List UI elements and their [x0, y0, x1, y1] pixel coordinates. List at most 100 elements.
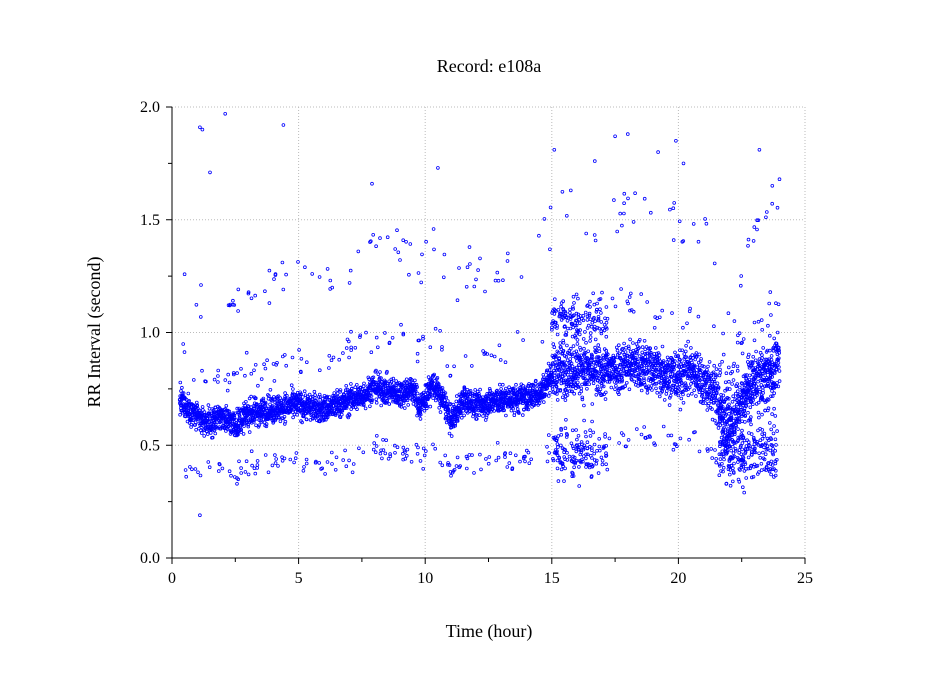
rr-point: [443, 391, 448, 395]
rr-point: [205, 432, 210, 436]
rr-point: [358, 385, 363, 390]
rr-point: [447, 431, 452, 436]
rr-point: [291, 415, 295, 420]
rr-point: [275, 399, 280, 404]
rr-point: [263, 410, 267, 415]
rr-point: [344, 383, 349, 388]
rr-point: [481, 414, 485, 418]
rr-point: [399, 404, 404, 409]
rr-point: [476, 406, 481, 411]
rr-point: [413, 387, 418, 392]
rr-point: [268, 387, 273, 392]
rr-point: [301, 414, 306, 419]
rr-point: [370, 398, 375, 402]
rr-point: [432, 372, 437, 377]
rr-point: [311, 416, 316, 420]
rr-point: [468, 388, 473, 393]
rr-point: [409, 377, 414, 382]
rr-point: [335, 391, 340, 396]
rr-point: [254, 396, 258, 401]
rr-point: [322, 418, 327, 422]
rr-point: [246, 424, 251, 429]
rr-point: [343, 388, 348, 392]
rr-point: [419, 407, 424, 412]
rr-point: [366, 375, 371, 380]
rr-point: [368, 404, 372, 409]
grid-lines: [172, 106, 806, 558]
rr-point: [283, 391, 287, 395]
rr-point: [193, 420, 198, 425]
rr-point: [487, 386, 492, 391]
rr-point: [462, 399, 467, 404]
rr-point: [415, 385, 419, 389]
rr-point: [322, 415, 326, 420]
rr-point: [374, 368, 378, 373]
rr-point: [433, 398, 438, 403]
rr-point: [259, 398, 264, 403]
rr-point: [268, 402, 272, 407]
rr-point: [407, 396, 412, 400]
rr-point: [473, 413, 478, 417]
rr-point: [314, 398, 319, 403]
rr-point: [322, 406, 327, 411]
rr-point: [415, 391, 420, 396]
rr-point: [476, 408, 481, 413]
rr-point: [377, 376, 382, 380]
rr-point: [495, 388, 499, 393]
rr-point: [391, 376, 396, 381]
rr-point: [455, 419, 460, 423]
rr-point: [337, 405, 342, 410]
rr-point: [424, 406, 429, 411]
rr-point: [413, 389, 418, 394]
rr-point: [304, 417, 309, 422]
rr-point: [219, 419, 223, 423]
rr-point: [252, 420, 256, 424]
rr-point: [415, 413, 419, 418]
rr-point: [282, 414, 287, 419]
rr-point: [269, 396, 274, 401]
rr-point: [249, 394, 253, 399]
rr-point: [281, 403, 286, 407]
rr-point: [200, 415, 204, 420]
rr-point: [379, 403, 384, 408]
rr-point: [237, 414, 242, 418]
rr-point: [374, 397, 379, 402]
rr-point: [270, 404, 275, 408]
rr-point: [195, 403, 200, 408]
rr-point: [210, 435, 215, 440]
rr-point: [444, 402, 449, 407]
rr-point: [448, 401, 453, 406]
rr-point: [247, 430, 252, 434]
rr-point: [199, 431, 204, 435]
rr-point: [473, 388, 478, 392]
rr-point: [488, 388, 493, 393]
rr-point: [263, 400, 268, 405]
rr-point: [430, 382, 435, 387]
rr-point: [237, 412, 242, 417]
rr-point: [325, 414, 330, 419]
rr-point: [312, 389, 317, 394]
rr-point: [453, 421, 458, 426]
rr-point: [180, 385, 184, 390]
rr-point: [462, 386, 467, 391]
rr-point: [338, 388, 343, 392]
rr-point: [261, 398, 265, 402]
rr-point: [385, 369, 389, 374]
rr-point: [354, 382, 359, 387]
rr-point: [298, 392, 303, 397]
rr-point: [385, 398, 389, 403]
rr-point: [402, 406, 407, 410]
rr-point: [342, 393, 346, 397]
rr-point: [345, 387, 350, 392]
rr-point: [413, 378, 417, 383]
rr-point: [413, 394, 417, 399]
rr-point: [324, 415, 328, 420]
rr-point: [340, 408, 345, 413]
rr-point: [473, 407, 477, 411]
rr-point: [178, 412, 182, 417]
rr-point: [418, 412, 423, 417]
rr-point: [454, 394, 459, 398]
rr-point: [404, 377, 409, 382]
rr-point: [440, 386, 445, 390]
